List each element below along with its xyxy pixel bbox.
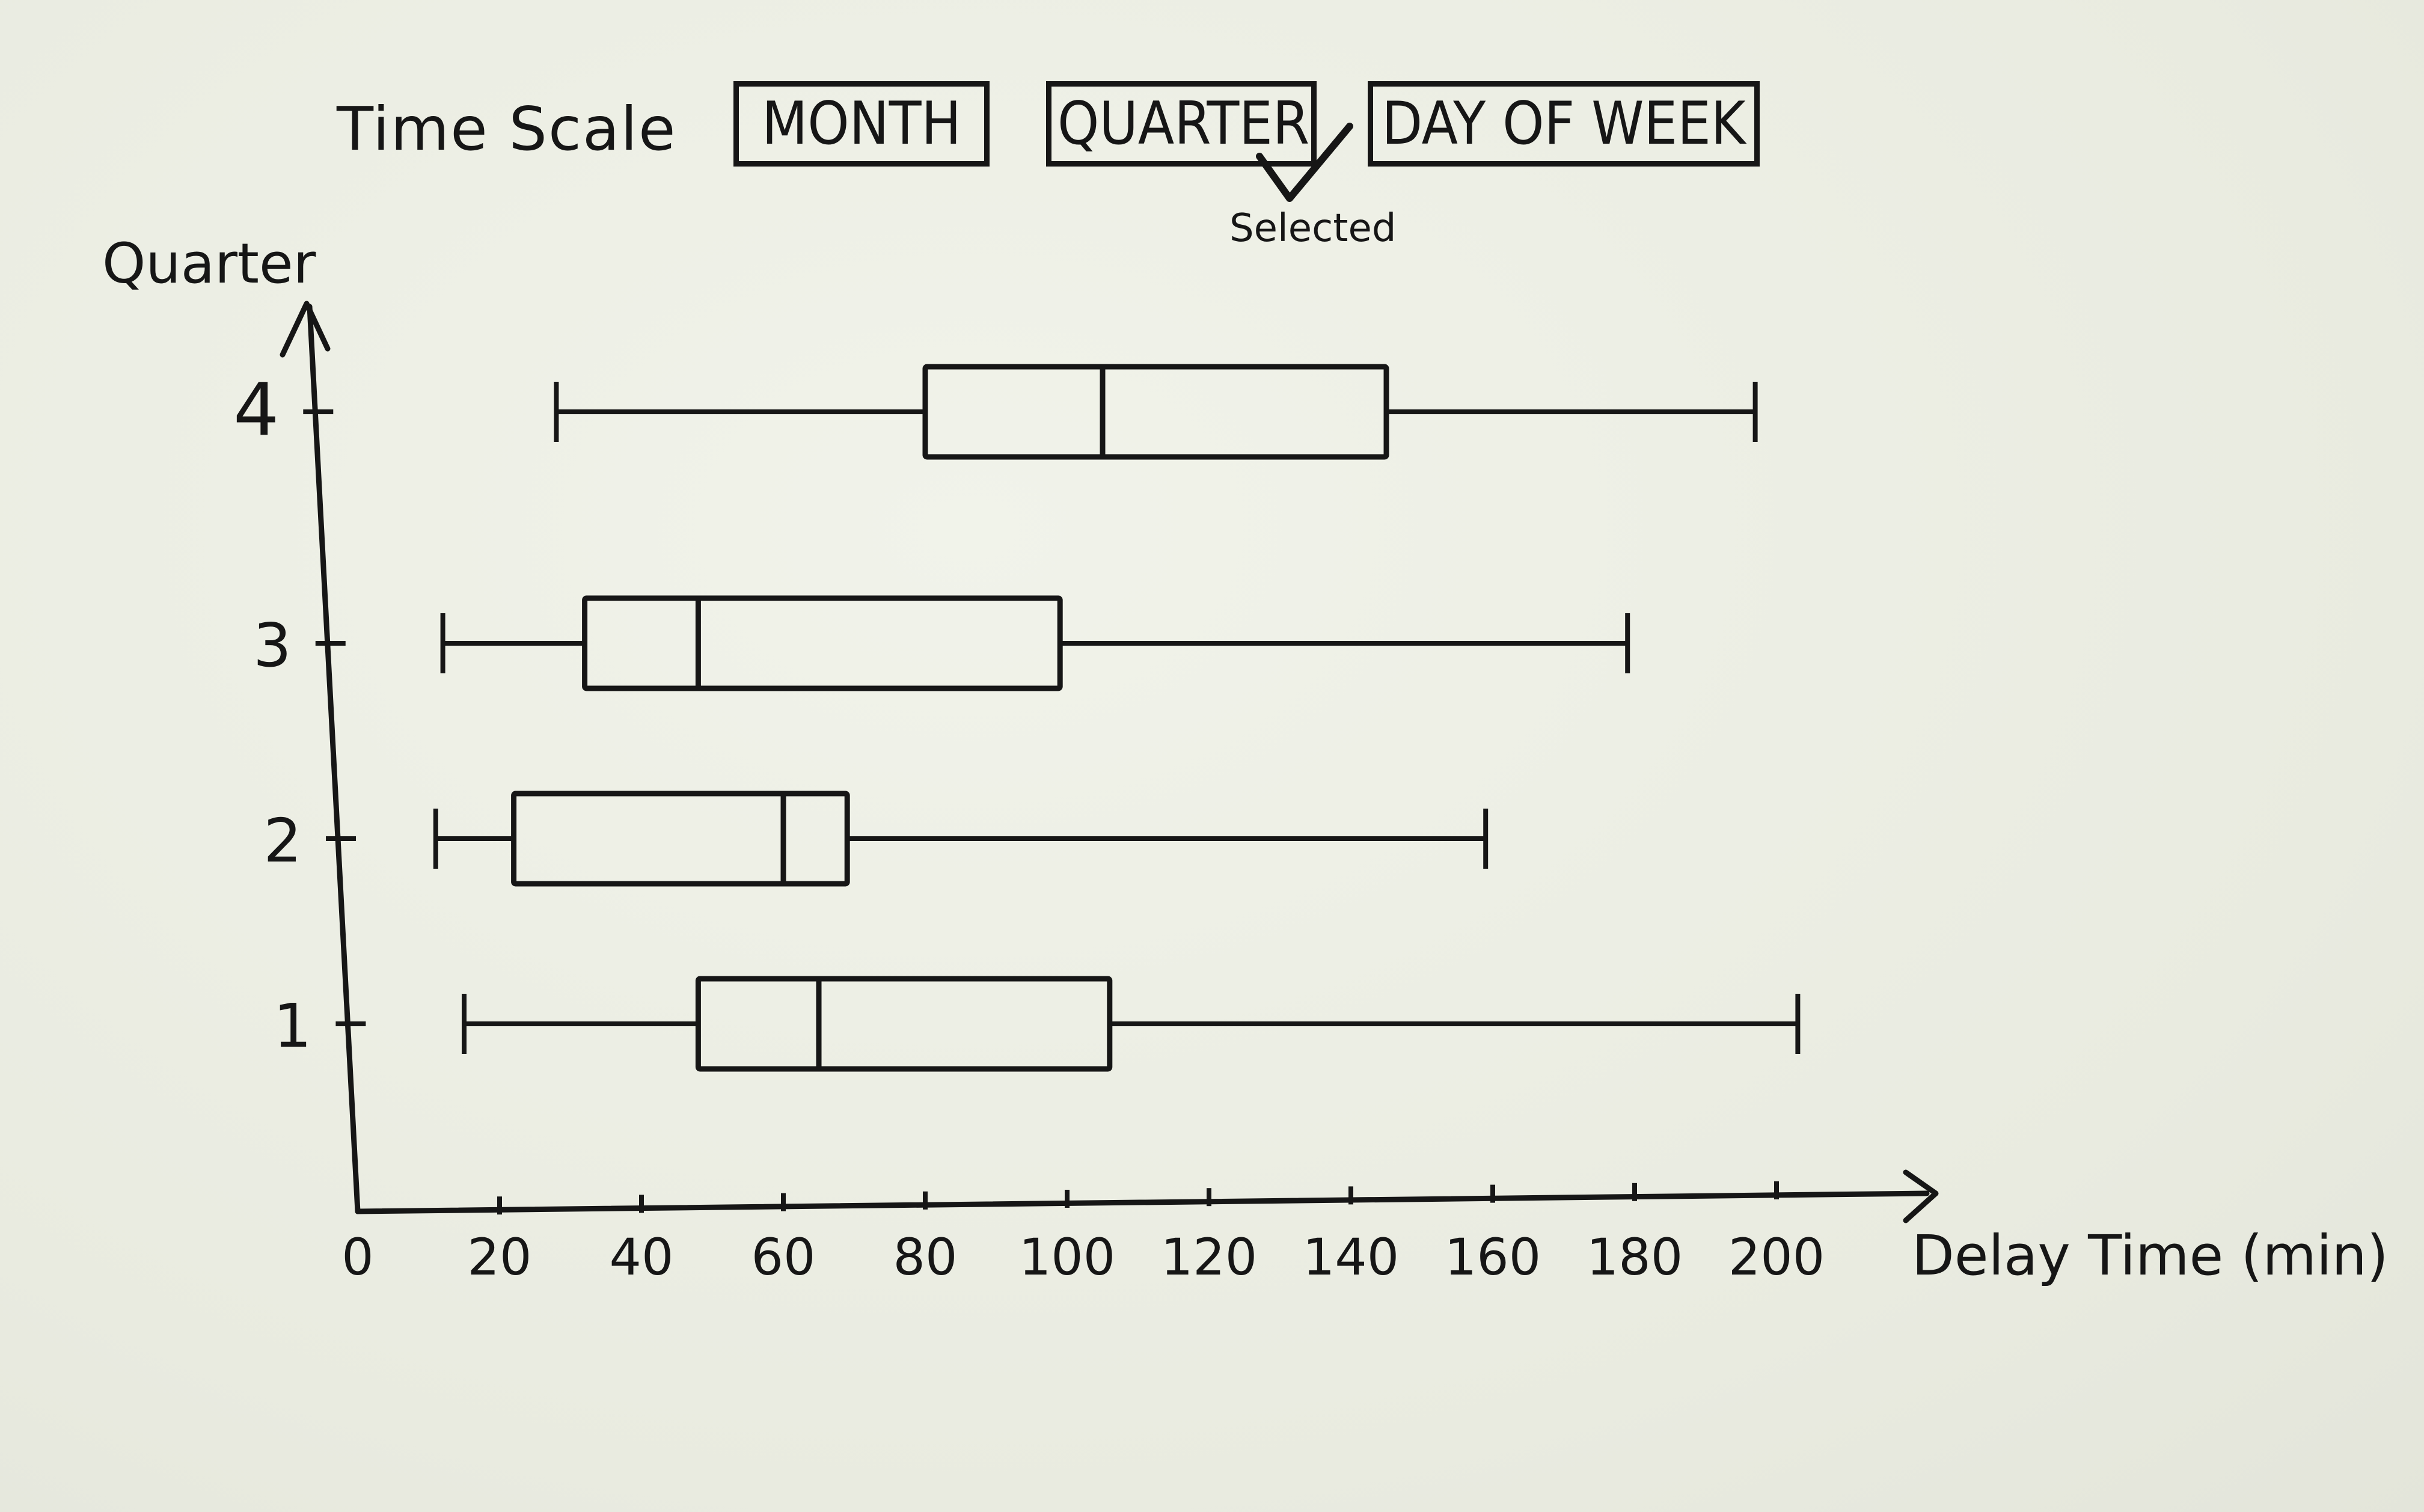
quarter-button[interactable]: QUARTER [1046, 81, 1317, 167]
box-iqr [511, 791, 850, 887]
x-tick-label-20: 20 [468, 1228, 532, 1287]
checkmark-icon [1256, 123, 1353, 202]
y-axis-arrow [280, 301, 331, 358]
x-tick-label-100: 100 [1019, 1228, 1115, 1287]
x-tick-label-120: 120 [1161, 1228, 1257, 1287]
x-tick-label-80: 80 [893, 1228, 958, 1287]
y-tick-label-1: 1 [274, 991, 312, 1061]
y-tick-label-4: 4 [233, 369, 279, 452]
box-iqr [695, 976, 1113, 1072]
time-scale-label: Time Scale [337, 94, 677, 164]
y-axis-categories: 1 2 3 4 [233, 369, 366, 1061]
x-axis-label: Delay Time (min) [1912, 1223, 2389, 1288]
day-of-week-button[interactable]: DAY OF WEEK [1368, 81, 1760, 167]
box-iqr [582, 595, 1063, 691]
y-axis-label: Quarter [102, 231, 316, 296]
chart-axes [280, 301, 1939, 1223]
x-tick-label-160: 160 [1445, 1228, 1541, 1287]
x-tick-label-180: 180 [1587, 1228, 1683, 1287]
y-tick-label-2: 2 [263, 806, 302, 876]
x-axis-line [355, 1190, 1930, 1214]
box-quarter-4 [554, 364, 1758, 460]
x-tick-label-60: 60 [751, 1228, 816, 1287]
y-tick-label-3: 3 [253, 610, 292, 681]
box-iqr [922, 364, 1389, 460]
y-axis-line [307, 304, 361, 1214]
box-quarter-3 [440, 595, 1630, 691]
x-tick-label-40: 40 [610, 1228, 674, 1287]
x-tick-label-200: 200 [1728, 1228, 1825, 1287]
x-axis-arrow [1903, 1169, 1939, 1223]
month-button[interactable]: MONTH [733, 81, 990, 167]
box-quarter-1 [462, 976, 1801, 1072]
x-tick-label-0: 0 [341, 1228, 373, 1287]
x-axis-ticks: 0 20 40 60 80 100 120 140 160 180 200 [341, 1181, 1825, 1287]
box-quarter-2 [433, 791, 1489, 887]
box-series [433, 364, 1801, 1072]
x-tick-label-140: 140 [1303, 1228, 1399, 1287]
selected-note: Selected [1229, 206, 1397, 251]
